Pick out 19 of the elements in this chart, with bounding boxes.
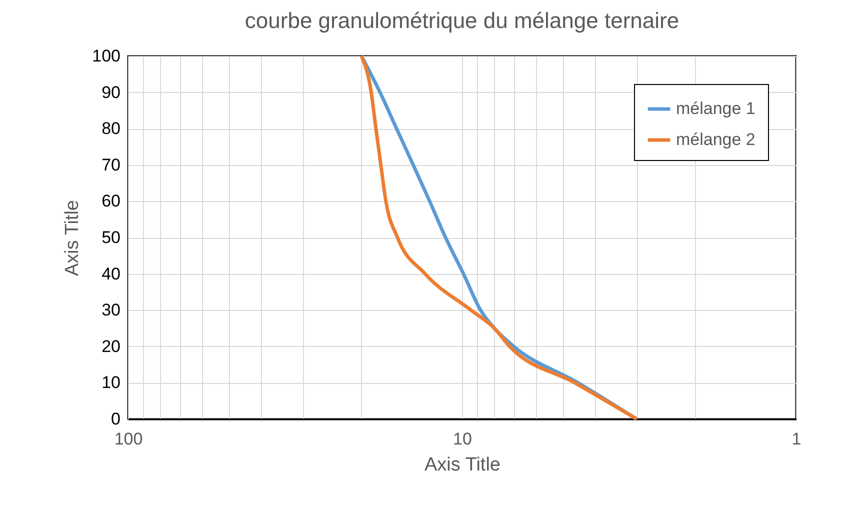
- x-tick-label: 100: [114, 430, 143, 448]
- legend-label: mélange 1: [676, 99, 756, 118]
- y-tick-label: 60: [102, 192, 120, 211]
- y-tick-label: 80: [102, 119, 120, 138]
- y-tick-label: 10: [102, 373, 120, 392]
- y-axis-title: Axis Title: [62, 200, 84, 276]
- x-tick-label: 1: [792, 430, 802, 448]
- y-tick-label: 40: [102, 264, 120, 284]
- y-tick-label: 30: [102, 300, 120, 320]
- legend-label: mélange 2: [676, 130, 756, 149]
- chart-title: courbe granulométrique du mélange ternaire: [244, 8, 680, 33]
- y-tick-label: 100: [92, 46, 120, 66]
- y-tick-label: 90: [102, 82, 120, 102]
- y-tick-label: 0: [111, 410, 120, 428]
- y-tick-label: 70: [102, 155, 120, 174]
- x-axis-title: Axis Title: [424, 454, 501, 476]
- x-tick-label: 10: [453, 430, 472, 448]
- y-tick-label: 50: [102, 228, 120, 247]
- y-tick-label: 20: [102, 336, 120, 356]
